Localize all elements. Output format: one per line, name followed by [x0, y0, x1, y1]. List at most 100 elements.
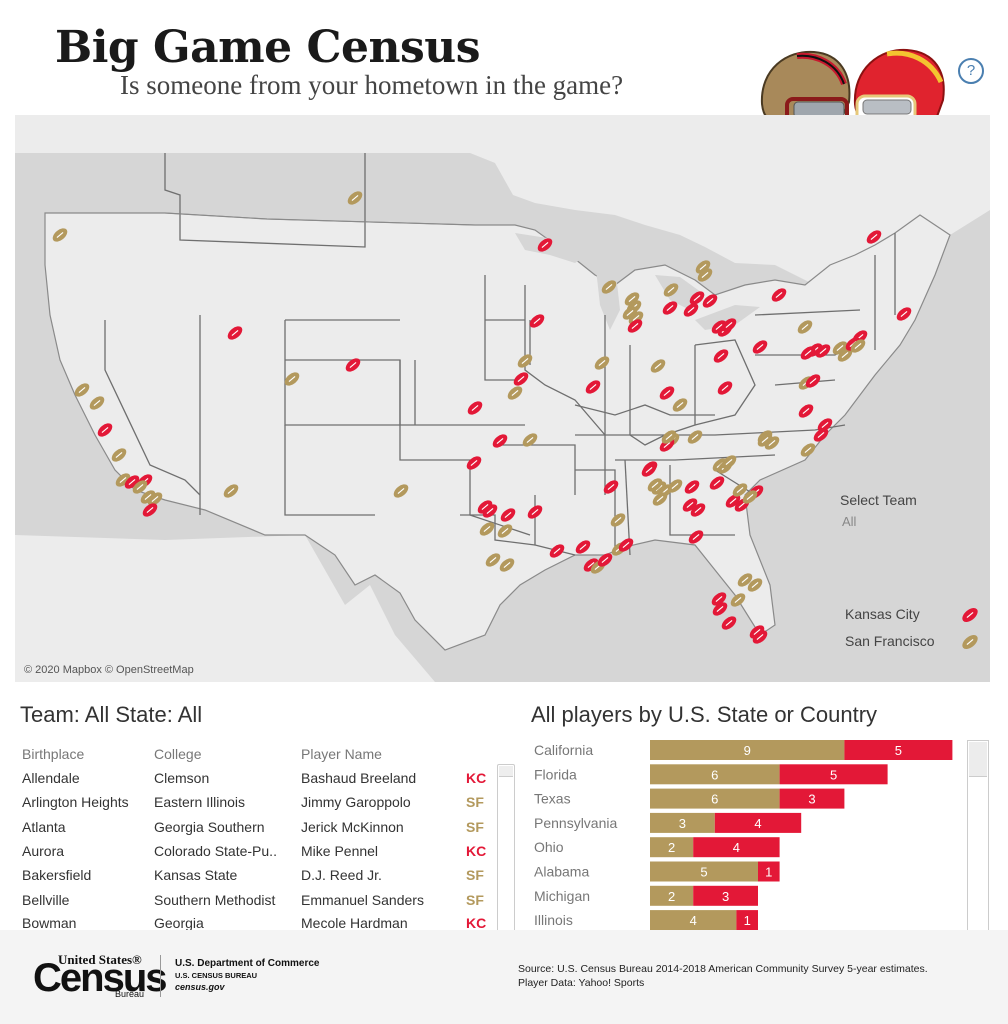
- kc-player-marker[interactable]: [700, 292, 719, 311]
- sf-player-marker[interactable]: [599, 278, 618, 297]
- kc-player-marker[interactable]: [750, 628, 769, 647]
- kc-player-marker[interactable]: [547, 542, 566, 561]
- header-birthplace[interactable]: Birthplace: [22, 746, 85, 762]
- kc-player-marker[interactable]: [803, 372, 822, 391]
- kc-player-marker[interactable]: [813, 342, 832, 361]
- sf-player-marker[interactable]: [659, 428, 678, 447]
- legend-item-kansas-city[interactable]: Kansas City: [845, 606, 980, 623]
- sf-player-marker[interactable]: [130, 478, 149, 497]
- kc-player-marker[interactable]: [681, 301, 700, 320]
- kc-player-marker[interactable]: [140, 501, 159, 520]
- sf-player-marker[interactable]: [497, 556, 516, 575]
- kc-player-marker[interactable]: [511, 370, 530, 389]
- sf-player-marker[interactable]: [719, 453, 738, 472]
- sf-player-marker[interactable]: [648, 357, 667, 376]
- kc-player-marker[interactable]: [535, 236, 554, 255]
- sf-player-marker[interactable]: [745, 576, 764, 595]
- sf-player-marker[interactable]: [740, 488, 759, 507]
- kc-player-marker[interactable]: [583, 378, 602, 397]
- sf-player-marker[interactable]: [798, 441, 817, 460]
- kc-player-marker[interactable]: [769, 286, 788, 305]
- sf-player-marker[interactable]: [87, 394, 106, 413]
- kc-player-marker[interactable]: [682, 478, 701, 497]
- kc-player-marker[interactable]: [601, 478, 620, 497]
- bar-segment[interactable]: [693, 885, 758, 906]
- kc-player-marker[interactable]: [750, 338, 769, 357]
- census-logo-wordmark[interactable]: Census: [33, 956, 167, 1000]
- bar-segment[interactable]: [650, 885, 694, 906]
- bar-segment[interactable]: [844, 740, 953, 760]
- sf-player-marker[interactable]: [515, 352, 534, 371]
- sf-player-marker[interactable]: [735, 571, 754, 590]
- sf-player-marker[interactable]: [345, 189, 364, 208]
- kc-player-marker[interactable]: [480, 502, 499, 521]
- bar-segment[interactable]: [650, 837, 694, 858]
- bar-segment[interactable]: [650, 740, 845, 760]
- census-site-link[interactable]: census.gov: [175, 982, 225, 992]
- kc-player-marker[interactable]: [657, 384, 676, 403]
- sf-player-marker[interactable]: [592, 354, 611, 373]
- kc-player-marker[interactable]: [595, 551, 614, 570]
- sf-player-marker[interactable]: [520, 431, 539, 450]
- kc-player-marker[interactable]: [894, 305, 913, 324]
- sf-player-marker[interactable]: [661, 281, 680, 300]
- help-icon[interactable]: ?: [958, 58, 984, 84]
- sf-player-marker[interactable]: [848, 337, 867, 356]
- bar-segment[interactable]: [650, 910, 737, 930]
- player-markers[interactable]: [50, 189, 913, 647]
- kc-player-marker[interactable]: [525, 503, 544, 522]
- kc-player-marker[interactable]: [798, 344, 817, 363]
- kc-player-marker[interactable]: [711, 347, 730, 366]
- sf-player-marker[interactable]: [495, 522, 514, 541]
- sf-player-marker[interactable]: [645, 476, 664, 495]
- kc-player-marker[interactable]: [625, 317, 644, 336]
- select-team-dropdown[interactable]: All: [842, 514, 857, 529]
- kc-player-marker[interactable]: [815, 416, 834, 435]
- sf-player-marker[interactable]: [755, 431, 774, 450]
- sf-player-marker[interactable]: [483, 551, 502, 570]
- kc-player-marker[interactable]: [95, 421, 114, 440]
- kc-player-marker[interactable]: [660, 299, 679, 318]
- sf-player-marker[interactable]: [608, 511, 627, 530]
- us-map[interactable]: [15, 115, 990, 682]
- bar-segment[interactable]: [650, 861, 758, 882]
- bar-segment[interactable]: [650, 764, 780, 785]
- kc-player-marker[interactable]: [811, 426, 830, 445]
- kc-player-marker[interactable]: [719, 316, 738, 335]
- sf-player-marker[interactable]: [109, 446, 128, 465]
- bar-segment[interactable]: [758, 861, 780, 882]
- bar-segment[interactable]: [650, 812, 715, 833]
- sf-player-marker[interactable]: [728, 591, 747, 610]
- bar-segment[interactable]: [779, 788, 845, 809]
- kc-player-marker[interactable]: [225, 324, 244, 343]
- sf-player-marker[interactable]: [670, 396, 689, 415]
- bar-segment[interactable]: [736, 910, 758, 930]
- kc-player-marker[interactable]: [573, 538, 592, 557]
- kc-player-marker[interactable]: [616, 536, 635, 555]
- kc-player-marker[interactable]: [498, 506, 517, 525]
- sf-player-marker[interactable]: [391, 482, 410, 501]
- sf-player-marker[interactable]: [477, 520, 496, 539]
- header-college[interactable]: College: [154, 746, 202, 762]
- kc-player-marker[interactable]: [864, 228, 883, 247]
- sf-player-marker[interactable]: [50, 226, 69, 245]
- state-bar-chart[interactable]: California 9 5 Florida 6 5 Texas 6 3 Pennsylvania…: [530, 738, 960, 930]
- chart-scrollbar[interactable]: [967, 740, 989, 932]
- kc-player-marker[interactable]: [710, 600, 729, 619]
- bar-segment[interactable]: [650, 788, 780, 809]
- legend-item-san-francisco[interactable]: San Francisco: [845, 633, 980, 650]
- sf-player-marker[interactable]: [695, 266, 714, 285]
- kc-player-marker[interactable]: [687, 289, 706, 308]
- sf-player-marker[interactable]: [282, 370, 301, 389]
- kc-player-marker[interactable]: [686, 528, 705, 547]
- table-scrollbar[interactable]: [497, 764, 515, 932]
- kc-player-marker[interactable]: [465, 399, 484, 418]
- sf-player-marker[interactable]: [665, 477, 684, 496]
- kc-player-marker[interactable]: [719, 614, 738, 633]
- kc-player-marker[interactable]: [796, 402, 815, 421]
- bar-segment[interactable]: [779, 764, 888, 785]
- kc-player-marker[interactable]: [688, 501, 707, 520]
- kc-player-marker[interactable]: [707, 474, 726, 493]
- sf-player-marker[interactable]: [650, 490, 669, 509]
- sf-player-marker[interactable]: [145, 490, 164, 509]
